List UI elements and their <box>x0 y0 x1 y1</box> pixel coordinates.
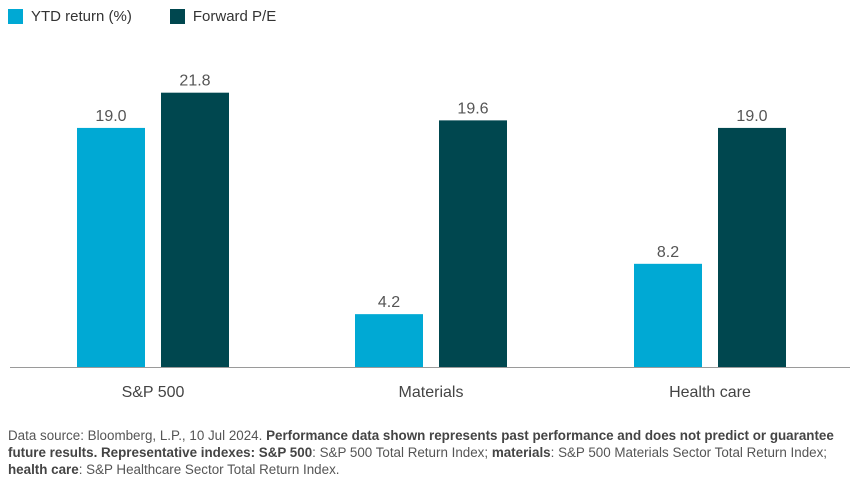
footnote-value-materials: : S&P 500 Materials Sector Total Return … <box>550 445 828 460</box>
footnote-value-sp500: : S&P 500 Total Return Index; <box>312 445 492 460</box>
bar-chart: 19.0 21.8 S&P 500 4.2 19.6 Materials 8.2 19.0 He… <box>10 73 850 401</box>
footnote-key-sp500: S&P 500 <box>258 445 313 460</box>
data-label-health-care-forward-p-e: 19.0 <box>736 108 767 125</box>
bar-materials-forward-p-e <box>439 120 507 367</box>
footnote-value-health-care: : S&P Healthcare Sector Total Return Ind… <box>78 462 340 477</box>
chart-legend: YTD return (%) Forward P/E <box>8 5 314 27</box>
category-label-materials: Materials <box>399 384 464 401</box>
legend-label-forward-pe: Forward P/E <box>192 7 277 25</box>
bar-materials-ytd-return <box>355 314 423 367</box>
data-label-health-care-ytd-return: 8.2 <box>657 244 679 261</box>
legend-swatch-forward-pe <box>169 8 185 24</box>
data-label-s-p-500-ytd-return: 19.0 <box>95 108 126 125</box>
bar-s-p-500-forward-p-e <box>161 92 229 367</box>
footnote-source: Data source: Bloomberg, L.P., 10 Jul 202… <box>8 428 267 443</box>
footnote-key-health-care: health care <box>8 462 79 477</box>
legend-label-ytd-return: YTD return (%) <box>31 7 132 25</box>
data-label-materials-forward-p-e: 19.6 <box>457 100 488 117</box>
bar-s-p-500-ytd-return <box>77 127 145 368</box>
data-label-s-p-500-forward-p-e: 21.8 <box>179 73 210 90</box>
category-label-s-p-500: S&P 500 <box>122 384 185 401</box>
footnote-disclaimer: Performance data shown represents past p… <box>8 428 834 460</box>
bar-health-care-ytd-return <box>634 263 702 367</box>
category-label-health-care: Health care <box>669 384 751 401</box>
footnote: Data source: Bloomberg, L.P., 10 Jul 202… <box>8 427 858 478</box>
legend-item-ytd-return: YTD return (%) <box>8 8 132 25</box>
data-label-materials-ytd-return: 4.2 <box>378 294 400 311</box>
legend-item-forward-pe: Forward P/E <box>169 7 277 25</box>
bar-health-care-forward-p-e <box>718 127 786 368</box>
footnote-key-materials: materials <box>491 445 551 460</box>
legend-swatch-ytd-return <box>8 8 23 24</box>
